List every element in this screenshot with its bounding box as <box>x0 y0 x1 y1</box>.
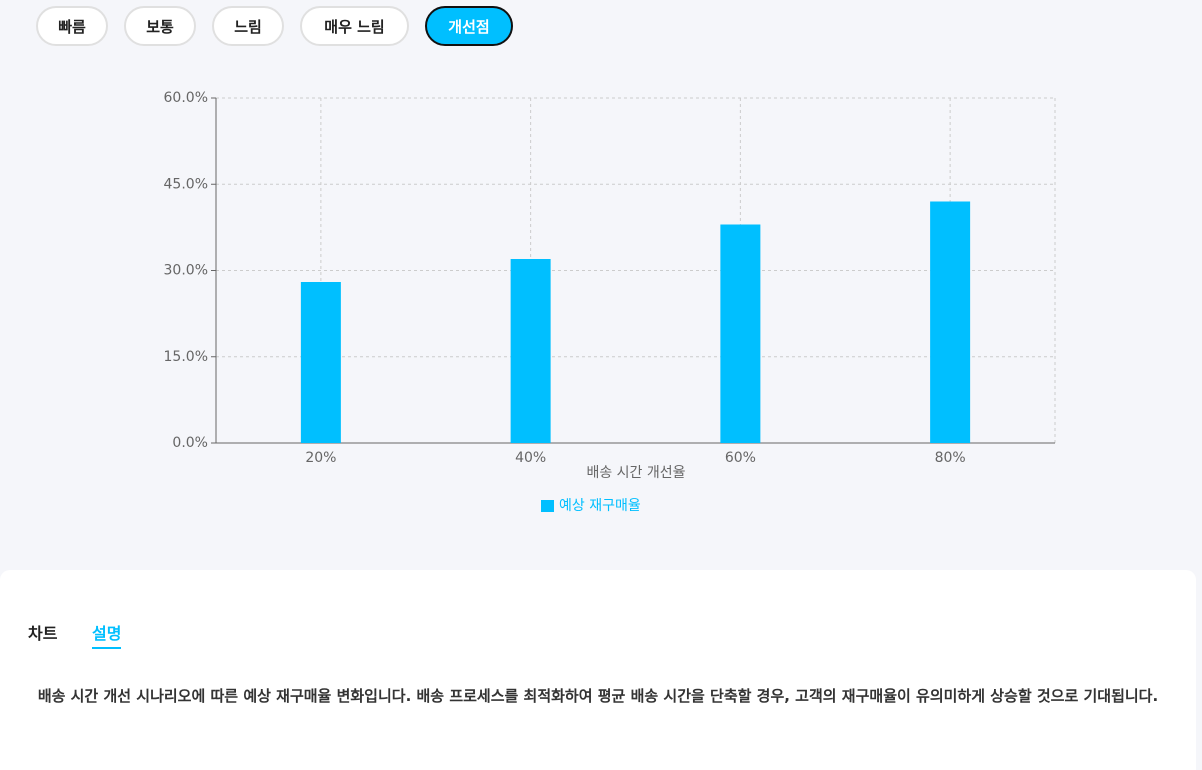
bar <box>300 282 341 443</box>
legend-label: 예상 재구매율 <box>559 498 641 514</box>
x-tick-label: 60% <box>725 450 756 466</box>
tab[interactable]: 차트 <box>28 624 58 643</box>
y-tick-label: 45.0% <box>164 176 208 192</box>
y-tick-label: 60.0% <box>164 90 208 106</box>
bar <box>930 201 971 443</box>
bar <box>510 259 551 443</box>
y-tick-label: 0.0% <box>172 435 208 451</box>
y-tick-label: 30.0% <box>164 263 208 279</box>
tab[interactable]: 설명 <box>92 620 122 649</box>
x-tick-label: 20% <box>305 450 336 466</box>
x-tick-label: 40% <box>515 450 546 466</box>
panel: 차트 설명 배송 시간 개선 시나리오에 따른 예상 재구매율 변화입니다. 배… <box>0 570 1196 770</box>
y-tick-label: 15.0% <box>164 349 208 365</box>
speed-button[interactable]: 느림 <box>212 6 284 46</box>
legend-swatch <box>541 500 554 512</box>
page: 빠름 보통 느림 매우 느림 개선점 배송 시간 개선율 0.0% 15.0% 30… <box>28 6 1159 705</box>
chart: 배송 시간 개선율 0.0% 15.0% 30.0% 45.0% 60.0% 20% 40%… <box>164 90 1056 514</box>
x-tick-label: 80% <box>935 450 966 466</box>
bar <box>720 224 761 443</box>
speed-button[interactable]: 매우 느림 <box>300 6 409 46</box>
description: 배송 시간 개선 시나리오에 따른 예상 재구매율 변화입니다. 배송 프로세스… <box>37 687 1159 705</box>
speed-button[interactable]: 빠름 <box>36 6 108 46</box>
x-axis-label: 배송 시간 개선율 <box>586 465 685 481</box>
speed-button[interactable]: 개선점 <box>425 6 513 46</box>
speed-button[interactable]: 보통 <box>124 6 196 46</box>
